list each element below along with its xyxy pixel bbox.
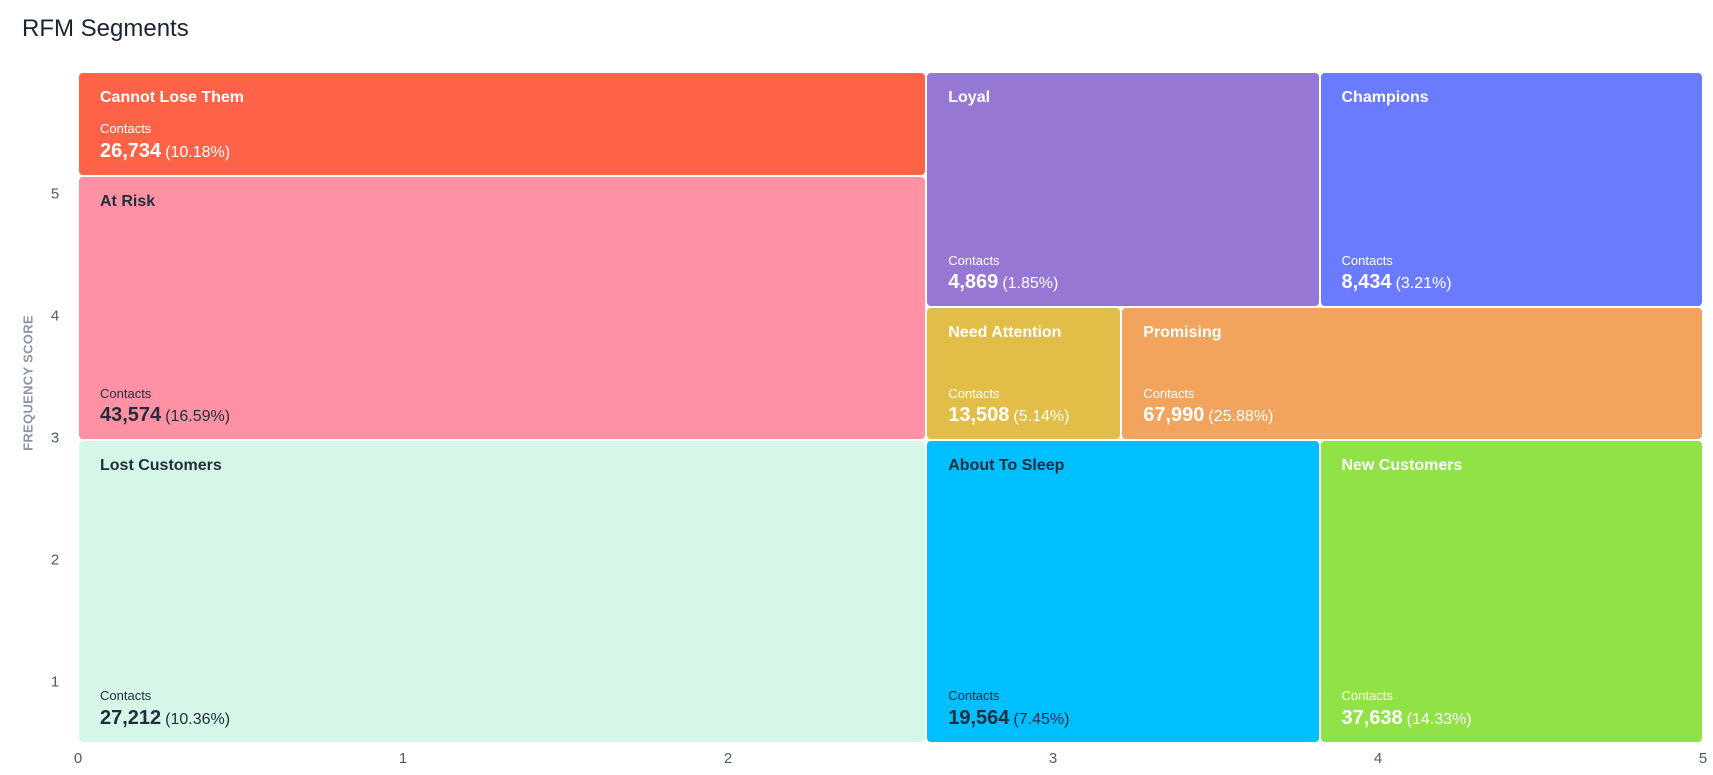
contacts-percent: (7.45%) [1013,710,1070,728]
x-tick-label: 3 [1048,750,1058,767]
y-tick-label: 5 [50,185,60,203]
contacts-label: Contacts [100,688,152,704]
contacts-percent: (14.33%) [1406,710,1472,728]
segment-metric: Contacts 37,638 (14.33%) [1342,688,1472,730]
segment-tile-champions[interactable]: Champions Contacts 8,434 (3.21%) [1320,73,1702,307]
y-tick-label: 2 [50,551,60,569]
y-axis-label: FREQUENCY SCORE [20,315,36,451]
contacts-percent: (5.14%) [1013,408,1070,426]
x-tick-label: 5 [1698,750,1708,767]
segment-name: At Risk [100,192,156,210]
contacts-percent: (16.59%) [165,408,231,426]
segment-metric: Contacts 26,734 (10.18%) [100,121,230,163]
segment-tile-cannot-lose-them[interactable]: Cannot Lose Them Contacts 26,734 (10.18%) [79,73,926,175]
segment-metric: Contacts 67,990 (25.88%) [1143,386,1273,428]
contacts-label: Contacts [1341,252,1393,268]
contacts-percent: (1.85%) [1002,275,1059,293]
contacts-count: 13,508 [948,404,1010,427]
x-tick-label: 2 [723,750,733,767]
contacts-count: 43,574 [100,404,162,427]
segment-tile-promising[interactable]: Promising Contacts 67,990 (25.88%) [1122,308,1702,440]
x-tick-label: 0 [73,750,83,767]
segment-name: Champions [1341,89,1429,106]
segment-tile-loyal[interactable]: Loyal Contacts 4,869 (1.85%) [927,73,1319,307]
segment-name: Lost Customers [100,457,222,475]
segment-metric: Contacts 27,212 (10.36%) [100,688,230,730]
contacts-label: Contacts [948,385,1000,401]
segment-name: Loyal [948,89,991,106]
contacts-label: Contacts [100,385,152,401]
segment-name: Promising [1143,324,1222,342]
segment-tile-new-customers[interactable]: New Customers Contacts 37,638 (14.33%) [1320,441,1702,742]
segment-tile-lost-customers[interactable]: Lost Customers Contacts 27,212 (10.36%) [79,441,926,742]
contacts-count: 4,869 [948,271,999,294]
contacts-percent: (10.36%) [165,710,231,728]
segment-name: New Customers [1341,457,1463,475]
y-tick-label: 1 [50,673,60,691]
contacts-count: 67,990 [1143,404,1205,427]
contacts-percent: (10.18%) [165,143,231,161]
segment-tile-about-to-sleep[interactable]: About To Sleep Contacts 19,564 (7.45%) [927,441,1319,742]
chart-title: RFM Segments [22,15,189,42]
x-tick-label: 1 [398,750,408,767]
segment-metric: Contacts 8,434 (3.21%) [1342,253,1452,295]
contacts-label: Contacts [1143,385,1195,401]
contacts-count: 8,434 [1341,271,1392,294]
contacts-count: 26,734 [100,139,162,162]
segment-name: About To Sleep [948,457,1065,475]
segment-metric: Contacts 43,574 (16.59%) [100,386,230,428]
segment-metric: Contacts 13,508 (5.14%) [948,386,1069,428]
contacts-count: 19,564 [948,706,1010,729]
x-tick-label: 4 [1373,750,1383,767]
segment-metric: Contacts 4,869 (1.85%) [948,253,1058,295]
segment-name: Cannot Lose Them [100,89,245,106]
contacts-count: 27,212 [100,706,162,729]
segment-tile-need-attention[interactable]: Need Attention Contacts 13,508 (5.14%) [927,308,1121,440]
y-tick-label: 3 [50,429,60,447]
contacts-label: Contacts [948,252,1000,268]
contacts-count: 37,638 [1341,706,1403,729]
contacts-label: Contacts [100,121,152,137]
y-tick-label: 4 [50,307,60,325]
contacts-percent: (3.21%) [1395,275,1452,293]
segment-metric: Contacts 19,564 (7.45%) [948,688,1069,730]
segment-tile-at-risk[interactable]: At Risk Contacts 43,574 (16.59%) [79,176,926,440]
contacts-label: Contacts [948,688,1000,704]
contacts-percent: (25.88%) [1208,408,1274,426]
contacts-label: Contacts [1341,688,1393,704]
segment-name: Need Attention [948,324,1062,342]
